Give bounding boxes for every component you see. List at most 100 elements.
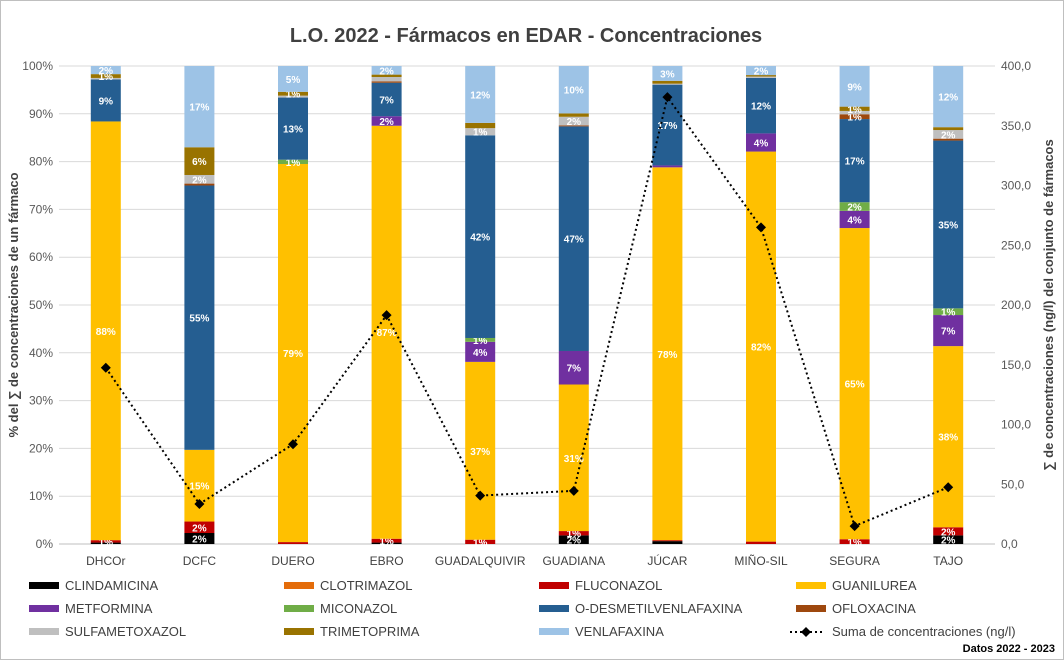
bar-segment — [371, 82, 402, 117]
data-label: 1% — [379, 537, 394, 548]
x-tick-label: GUADALQUIVIR — [435, 554, 526, 568]
bar-segment — [278, 97, 308, 160]
bar-segment — [558, 126, 589, 351]
data-label: 12% — [938, 93, 958, 104]
bar-segment — [839, 228, 870, 540]
legend-swatch — [284, 628, 314, 635]
bar-segment — [278, 542, 308, 544]
bar-segment — [278, 163, 308, 543]
legend-swatch — [29, 605, 59, 612]
bar-segment — [278, 159, 308, 164]
bar-segment — [839, 66, 870, 107]
data-label: 7% — [941, 327, 956, 338]
legend-label: O-DESMETILVENLAFAXINA — [575, 601, 743, 616]
sum-point — [756, 222, 766, 233]
data-label: 88% — [96, 327, 116, 338]
bar-segment — [465, 539, 496, 544]
legend-line-marker — [801, 627, 811, 637]
data-label: 2% — [99, 66, 114, 77]
bar-segment — [652, 167, 683, 541]
y2-tick-label: 200,0 — [1001, 298, 1031, 312]
data-label: 35% — [938, 220, 958, 231]
bar-segment — [933, 308, 964, 316]
bar-segment — [278, 66, 308, 92]
legend-label: OFLOXACINA — [832, 601, 916, 616]
data-label: 4% — [754, 138, 769, 149]
data-label: 1% — [473, 538, 488, 549]
data-label: 65% — [845, 380, 865, 391]
bar-segment — [746, 77, 776, 134]
data-label: 2% — [192, 535, 207, 546]
bar-segment — [184, 147, 215, 175]
data-label: 87% — [377, 328, 397, 339]
x-tick-label: DHCOr — [86, 554, 125, 568]
data-label: 2% — [567, 536, 582, 547]
bar-segment — [184, 449, 215, 522]
bar-segment — [839, 210, 870, 229]
data-label: 10% — [564, 86, 584, 97]
data-label: 1% — [847, 538, 862, 549]
data-label: 79% — [283, 349, 303, 360]
chart-title: L.O. 2022 - Fármacos en EDAR - Concentra… — [290, 25, 762, 47]
bar-segment — [371, 116, 402, 126]
data-label: 2% — [941, 536, 956, 547]
data-label: 47% — [564, 235, 584, 246]
bar-segment — [465, 128, 496, 136]
bar-segment — [465, 341, 496, 362]
y2-tick-label: 250,0 — [1001, 238, 1031, 252]
data-label: 12% — [751, 102, 771, 113]
x-tick-label: GUADIANA — [542, 554, 605, 568]
x-tick-label: JÚCAR — [647, 553, 687, 568]
y-tick-label: 80% — [29, 155, 53, 169]
bar-segment — [558, 531, 589, 536]
bar-segment — [184, 174, 215, 184]
data-label: 2% — [379, 66, 394, 77]
bar-segment — [558, 116, 589, 126]
x-tick-label: SEGURA — [829, 554, 880, 568]
data-period-note: Datos 2022 - 2023 — [962, 643, 1055, 655]
bar-segment — [371, 542, 402, 544]
bar-segment — [278, 95, 308, 98]
bar-segment — [558, 66, 589, 114]
data-label: 37% — [470, 447, 490, 458]
sum-line — [104, 94, 949, 528]
data-label: 9% — [99, 96, 114, 107]
bar-segment — [652, 540, 683, 542]
sum-point — [662, 92, 673, 103]
data-label: 1% — [286, 90, 301, 101]
sum-point — [194, 498, 205, 509]
data-label: 13% — [283, 125, 303, 136]
y-tick-label: 70% — [29, 202, 53, 216]
data-label: 12% — [470, 90, 490, 101]
data-label: 17% — [845, 157, 865, 168]
legend-label: Suma de concentraciones (ng/l) — [832, 624, 1016, 639]
legend-label: CLOTRIMAZOL — [320, 578, 412, 593]
sum-point — [381, 310, 392, 321]
y-tick-label: 0% — [36, 537, 54, 551]
data-label: 82% — [751, 343, 771, 354]
bar-segment — [465, 66, 496, 123]
data-label: 9% — [847, 82, 862, 93]
y-tick-label: 40% — [29, 346, 53, 360]
legend-label: SULFAMETOXAZOL — [65, 624, 186, 639]
legend-label: CLINDAMICINA — [65, 578, 159, 593]
bar-segment — [90, 542, 121, 544]
bar-segment — [652, 80, 683, 84]
bar-segment — [90, 66, 121, 75]
data-label: 1% — [473, 128, 488, 139]
data-label: 1% — [286, 158, 301, 169]
data-label: 78% — [657, 350, 677, 361]
legend-swatch — [29, 582, 59, 589]
bar-segment — [652, 83, 683, 85]
bar-segment — [933, 140, 964, 309]
data-label: 2% — [192, 175, 207, 186]
bar-segment — [839, 110, 870, 115]
legend-swatch — [796, 582, 826, 589]
legend-swatch — [29, 628, 59, 635]
bar-segment — [371, 81, 402, 83]
bar-segment — [839, 539, 870, 544]
bar-segment — [933, 66, 964, 128]
data-label: 2% — [941, 130, 956, 141]
data-label: 7% — [379, 95, 394, 106]
data-label: 31% — [564, 454, 584, 465]
